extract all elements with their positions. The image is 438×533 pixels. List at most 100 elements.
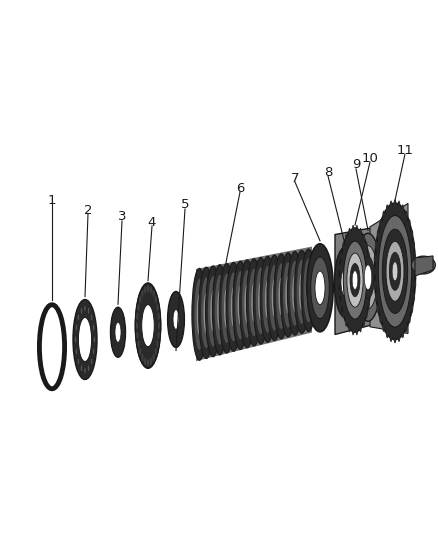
Ellipse shape — [300, 284, 303, 300]
Ellipse shape — [137, 303, 140, 311]
Ellipse shape — [256, 267, 266, 334]
Ellipse shape — [350, 263, 360, 297]
Ellipse shape — [212, 265, 227, 355]
Ellipse shape — [366, 311, 368, 318]
Ellipse shape — [269, 265, 279, 331]
Ellipse shape — [208, 276, 218, 346]
Ellipse shape — [368, 252, 370, 260]
Ellipse shape — [92, 324, 95, 331]
Text: 9: 9 — [352, 158, 360, 172]
Ellipse shape — [338, 260, 352, 305]
Ellipse shape — [338, 277, 340, 284]
Ellipse shape — [374, 254, 376, 262]
Ellipse shape — [226, 300, 228, 317]
Ellipse shape — [260, 292, 262, 310]
Ellipse shape — [73, 300, 97, 379]
Ellipse shape — [301, 249, 316, 332]
Ellipse shape — [91, 358, 93, 365]
Ellipse shape — [307, 244, 333, 332]
Ellipse shape — [74, 336, 77, 343]
Ellipse shape — [390, 200, 392, 209]
Ellipse shape — [356, 328, 358, 335]
Text: 10: 10 — [361, 151, 378, 165]
Ellipse shape — [139, 296, 141, 303]
Ellipse shape — [280, 288, 283, 305]
Ellipse shape — [402, 204, 404, 213]
Ellipse shape — [142, 305, 154, 346]
Ellipse shape — [253, 257, 268, 344]
Ellipse shape — [339, 264, 341, 271]
Ellipse shape — [345, 233, 347, 241]
Ellipse shape — [260, 256, 275, 342]
Ellipse shape — [375, 293, 378, 301]
Ellipse shape — [374, 203, 415, 340]
Ellipse shape — [215, 275, 225, 345]
Polygon shape — [370, 204, 408, 334]
Ellipse shape — [75, 324, 78, 331]
Ellipse shape — [297, 260, 307, 324]
Ellipse shape — [363, 319, 365, 327]
Ellipse shape — [294, 251, 309, 333]
Ellipse shape — [274, 254, 289, 338]
Ellipse shape — [78, 318, 92, 361]
Ellipse shape — [80, 307, 82, 314]
Ellipse shape — [92, 348, 95, 355]
Ellipse shape — [360, 325, 362, 333]
Ellipse shape — [267, 255, 282, 341]
Ellipse shape — [370, 277, 372, 284]
Ellipse shape — [348, 325, 350, 333]
Ellipse shape — [339, 289, 341, 296]
Text: 4: 4 — [148, 215, 156, 229]
Ellipse shape — [386, 241, 404, 301]
Ellipse shape — [347, 253, 363, 307]
Ellipse shape — [342, 311, 344, 318]
Ellipse shape — [266, 290, 269, 308]
Text: 2: 2 — [84, 204, 92, 216]
Ellipse shape — [390, 334, 392, 342]
Ellipse shape — [228, 272, 239, 341]
Ellipse shape — [379, 219, 382, 227]
Ellipse shape — [144, 286, 146, 294]
Polygon shape — [196, 247, 312, 361]
Ellipse shape — [340, 301, 342, 308]
Ellipse shape — [414, 267, 417, 276]
Ellipse shape — [201, 277, 212, 348]
Ellipse shape — [80, 365, 82, 372]
Ellipse shape — [389, 252, 401, 290]
Ellipse shape — [382, 229, 408, 313]
Ellipse shape — [273, 289, 276, 306]
Ellipse shape — [398, 200, 400, 209]
Ellipse shape — [155, 296, 157, 303]
Ellipse shape — [377, 229, 379, 238]
Ellipse shape — [168, 292, 184, 348]
Ellipse shape — [360, 228, 362, 235]
Text: 5: 5 — [181, 198, 189, 212]
Ellipse shape — [144, 358, 146, 365]
Ellipse shape — [276, 263, 286, 329]
Ellipse shape — [398, 334, 400, 342]
Ellipse shape — [226, 262, 241, 351]
Ellipse shape — [204, 292, 209, 334]
Ellipse shape — [311, 257, 329, 319]
Ellipse shape — [369, 289, 371, 296]
Polygon shape — [335, 225, 385, 335]
Polygon shape — [415, 256, 433, 276]
Ellipse shape — [272, 279, 277, 317]
Ellipse shape — [156, 303, 159, 311]
Ellipse shape — [240, 260, 254, 348]
Ellipse shape — [247, 259, 261, 346]
Ellipse shape — [192, 268, 207, 360]
Text: 1: 1 — [48, 193, 56, 206]
Ellipse shape — [315, 271, 325, 304]
Ellipse shape — [88, 365, 90, 372]
Ellipse shape — [205, 266, 221, 357]
Ellipse shape — [173, 310, 179, 329]
Ellipse shape — [158, 312, 160, 320]
Ellipse shape — [286, 276, 291, 314]
Ellipse shape — [246, 295, 248, 312]
Ellipse shape — [366, 242, 368, 249]
Ellipse shape — [287, 252, 303, 335]
Ellipse shape — [375, 241, 378, 249]
Ellipse shape — [239, 296, 241, 314]
Ellipse shape — [402, 330, 404, 338]
